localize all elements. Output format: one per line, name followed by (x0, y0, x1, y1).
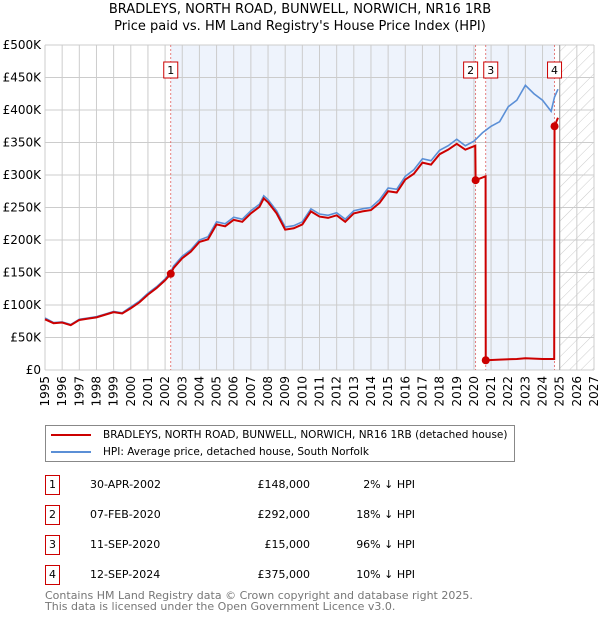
sale-number: 4 (45, 565, 60, 585)
x-tick-label: 1998 (89, 376, 103, 407)
footer-line2: This data is licensed under the Open Gov… (45, 600, 396, 613)
x-tick-label: 1999 (107, 376, 121, 407)
x-tick-label: 2013 (347, 376, 361, 407)
x-tick-label: 2021 (484, 376, 498, 407)
x-tick-label: 2011 (313, 376, 327, 407)
sale-label-box-2 (463, 61, 479, 79)
x-tick-label: 2000 (124, 376, 138, 407)
price-chart: 1995 1996 1997 1998 1999 2000 2001 2002 2003 2004… (3, 38, 600, 407)
sale-point-3 (481, 356, 490, 365)
x-tick-label: 2024 (536, 376, 550, 407)
sale-row: 4 12-SEP-2024 £375,000 10% ↓ HPI (45, 565, 445, 585)
x-tick-label: 2002 (158, 376, 172, 407)
x-tick-label: 2018 (433, 376, 447, 407)
sale-number: 3 (45, 535, 60, 555)
x-tick-label: 2025 (553, 376, 567, 407)
x-tick-label: 2005 (210, 376, 224, 407)
sale-label-3: 3 (487, 64, 494, 77)
x-tick-label: 2016 (398, 376, 412, 407)
x-tick-label: 2026 (570, 376, 584, 407)
x-tick-label: 2010 (295, 376, 309, 407)
sale-row: 1 30-APR-2002 £148,000 2% ↓ HPI (45, 475, 445, 495)
x-tick-label: 2014 (364, 376, 378, 407)
sale-number: 2 (45, 505, 60, 525)
sale-label-1: 1 (167, 64, 174, 77)
legend-property: BRADLEYS, NORTH ROAD, BUNWELL, NORWICH, … (103, 429, 508, 441)
sale-price: £292,000 (257, 508, 311, 521)
legend: BRADLEYS, NORTH ROAD, BUNWELL, NORWICH, … (45, 425, 515, 462)
sale-number: 1 (45, 475, 60, 495)
sale-point-2 (471, 176, 480, 185)
sale-hpi-diff: 2% ↓ HPI (363, 478, 415, 491)
y-tick-label: £150K (3, 266, 43, 280)
y-tick-label: £350K (3, 136, 43, 150)
sale-row: 3 11-SEP-2020 £15,000 96% ↓ HPI (45, 535, 445, 555)
sale-date: 12-SEP-2024 (90, 568, 161, 581)
x-tick-label: 2027 (587, 376, 600, 407)
x-tick-label: 2019 (450, 376, 464, 407)
sale-date: 30-APR-2002 (90, 478, 162, 491)
sale-point-1 (166, 269, 175, 278)
y-tick-label: £100K (3, 298, 43, 312)
x-tick-label: 2009 (278, 376, 292, 407)
y-tick-label: £500K (3, 38, 43, 52)
y-tick-label: £300K (3, 168, 43, 182)
x-tick-label: 2012 (330, 376, 344, 407)
sale-price: £375,000 (257, 568, 311, 581)
property-price-line (44, 117, 559, 362)
sale-price: £148,000 (257, 478, 311, 491)
sale-date: 07-FEB-2020 (90, 508, 161, 521)
y-tick-label: £200K (3, 233, 43, 247)
sale-label-box-3 (483, 61, 499, 79)
x-tick-label: 2004 (192, 376, 206, 407)
sale-row: 2 07-FEB-2020 £292,000 18% ↓ HPI (45, 505, 445, 525)
chart-subtitle: Price paid vs. HM Land Registry's House … (114, 19, 486, 34)
x-tick-label: 2001 (141, 376, 155, 407)
footer: Contains HM Land Registry data © Crown c… (45, 590, 473, 612)
x-tick-label: 2020 (467, 376, 481, 407)
sale-label-4: 4 (551, 64, 558, 77)
legend-blue-line (51, 451, 91, 453)
legend-red-line (51, 434, 91, 436)
x-tick-label: 1996 (55, 376, 69, 407)
footer-line1: Contains HM Land Registry data © Crown c… (45, 589, 473, 602)
x-tick-label: 1997 (72, 376, 86, 407)
hpi-line (44, 84, 559, 326)
sale-price: £15,000 (264, 538, 311, 551)
legend-hpi: HPI: Average price, detached house, Sout… (103, 446, 369, 458)
x-tick-label: 2022 (501, 376, 515, 407)
y-tick-label: £50K (10, 331, 42, 345)
sale-hpi-diff: 10% ↓ HPI (356, 568, 415, 581)
sale-hpi-diff: 96% ↓ HPI (356, 538, 415, 551)
y-tick-label: £450K (3, 71, 43, 85)
x-tick-label: 2023 (518, 376, 532, 407)
sale-label-box-4 (547, 61, 563, 79)
x-tick-label: 2017 (415, 376, 429, 407)
sale-label-box-1 (163, 61, 179, 79)
y-tick-label: £0 (26, 363, 41, 377)
y-tick-label: £400K (3, 103, 43, 117)
chart-title: BRADLEYS, NORTH ROAD, BUNWELL, NORWICH, … (108, 2, 492, 17)
sale-hpi-diff: 18% ↓ HPI (356, 508, 415, 521)
x-tick-label: 2006 (227, 376, 241, 407)
x-tick-label: 2008 (261, 376, 275, 407)
y-tick-label: £250K (3, 201, 43, 215)
x-tick-label: 1995 (38, 376, 52, 407)
x-tick-label: 2007 (244, 376, 258, 407)
x-tick-label: 2003 (175, 376, 189, 407)
sale-date: 11-SEP-2020 (90, 538, 161, 551)
sale-point-4 (550, 122, 559, 131)
x-tick-label: 2015 (381, 376, 395, 407)
sale-label-2: 2 (467, 64, 474, 77)
